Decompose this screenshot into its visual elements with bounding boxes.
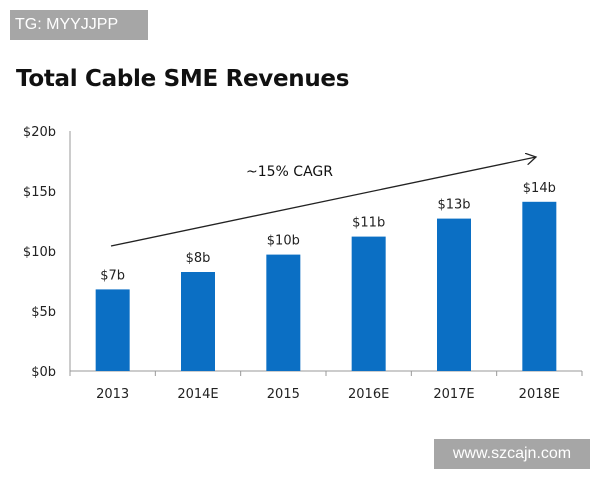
watermark-top: TG: MYYJJPP	[10, 10, 148, 40]
data-label: $11b	[352, 216, 385, 231]
bar-2016E	[351, 236, 386, 371]
x-tick-label: 2016E	[348, 387, 389, 402]
data-label: $13b	[437, 198, 470, 213]
bar-2015	[266, 254, 301, 371]
bar-2013	[95, 289, 130, 371]
x-tick-label: 2013	[96, 387, 129, 402]
y-tick-label: $0b	[31, 365, 56, 380]
data-label: $14b	[523, 181, 556, 196]
y-tick-label: $5b	[31, 305, 56, 320]
y-tick-label: $20b	[23, 125, 56, 140]
y-tick-label: $10b	[23, 245, 56, 260]
data-label: $10b	[267, 234, 300, 249]
x-tick-label: 2015	[267, 387, 300, 402]
watermark-bottom: www.szcajn.com	[434, 439, 590, 469]
cagr-arrow	[110, 157, 536, 247]
y-tick-label: $15b	[23, 185, 56, 200]
bar-2017E	[437, 218, 471, 371]
chart-title: Total Cable SME Revenues	[16, 66, 350, 92]
bar-2014E	[181, 272, 215, 371]
x-tick-label: 2018E	[519, 387, 560, 402]
x-tick-label: 2014E	[177, 387, 218, 402]
data-label: $7b	[100, 268, 125, 283]
bar-2018E	[522, 201, 557, 371]
data-label: $8b	[186, 251, 211, 266]
cagr-annotation: ~15% CAGR	[246, 164, 333, 180]
x-tick-label: 2017E	[433, 387, 474, 402]
